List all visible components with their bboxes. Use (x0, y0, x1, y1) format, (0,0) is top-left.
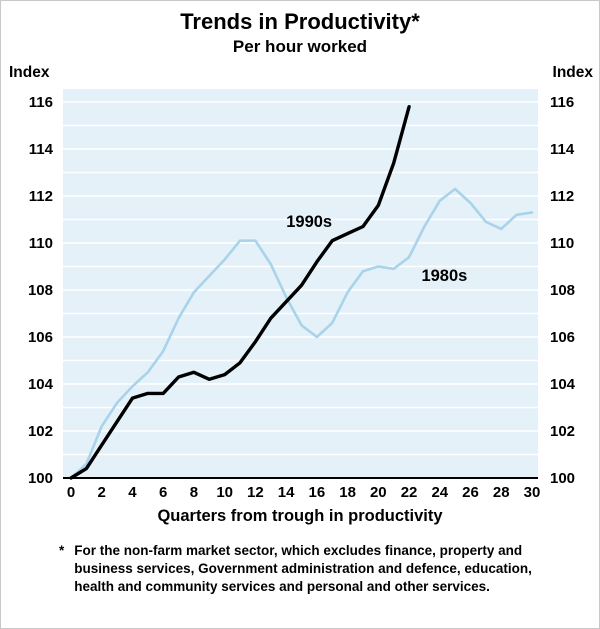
x-tick-label: 10 (216, 484, 233, 501)
x-axis-title: Quarters from trough in productivity (157, 507, 443, 525)
plot-background (63, 89, 538, 478)
y-tick-label-left: 110 (29, 235, 53, 252)
x-tick-label: 28 (493, 484, 510, 501)
chart-subtitle: Per hour worked (232, 37, 368, 56)
y-tick-label-left: 102 (28, 423, 53, 440)
x-tick-label: 14 (278, 484, 295, 501)
series-line-1990s (69, 104, 411, 480)
y-tick-label-right: 112 (550, 188, 574, 205)
y-tick-label-right: 100 (550, 470, 575, 487)
x-tick-label: 20 (370, 484, 387, 501)
y-tick-label-right: 116 (550, 94, 574, 111)
y-tick-label-right: 104 (550, 376, 576, 393)
x-tick-label: 26 (462, 484, 479, 501)
y-tick-label-right: 102 (550, 423, 575, 440)
y-tick-label-left: 116 (29, 94, 53, 111)
y-axis-label-right: Index (553, 64, 594, 81)
x-tick-label: 6 (159, 484, 167, 501)
series-label-1990s: 1990s (286, 213, 332, 231)
series-line-1980s (69, 187, 534, 480)
x-tick-label: 30 (524, 484, 541, 501)
y-tick-label-right: 108 (550, 282, 575, 299)
y-tick-label-left: 114 (29, 141, 54, 158)
y-tick-label-left: 104 (28, 376, 54, 393)
chart-title: Trends in Productivity* (180, 9, 420, 34)
x-tick-label: 22 (401, 484, 418, 501)
x-tick-label: 8 (190, 484, 198, 501)
y-tick-label-right: 114 (550, 141, 575, 158)
y-tick-label-right: 106 (550, 329, 575, 346)
chart-footnote: * For the non-farm market sector, which … (59, 542, 545, 595)
y-tick-label-right: 110 (550, 235, 574, 252)
x-tick-label: 2 (98, 484, 106, 501)
y-tick-label-left: 100 (28, 470, 53, 487)
footnote-text: For the non-farm market sector, which ex… (74, 543, 532, 594)
x-tick-label: 18 (339, 484, 356, 501)
series-label-1980s: 1980s (421, 267, 467, 285)
y-tick-label-left: 112 (29, 188, 53, 205)
x-tick-label: 4 (128, 484, 137, 501)
y-tick-label-left: 108 (28, 282, 53, 299)
x-tick-label: 0 (67, 484, 75, 501)
x-tick-label: 12 (247, 484, 264, 501)
footnote-marker: * (59, 543, 65, 558)
y-axis-label-left: Index (9, 64, 50, 81)
x-tick-label: 16 (309, 484, 326, 501)
x-tick-label: 24 (431, 484, 448, 501)
y-tick-label-left: 106 (28, 329, 53, 346)
